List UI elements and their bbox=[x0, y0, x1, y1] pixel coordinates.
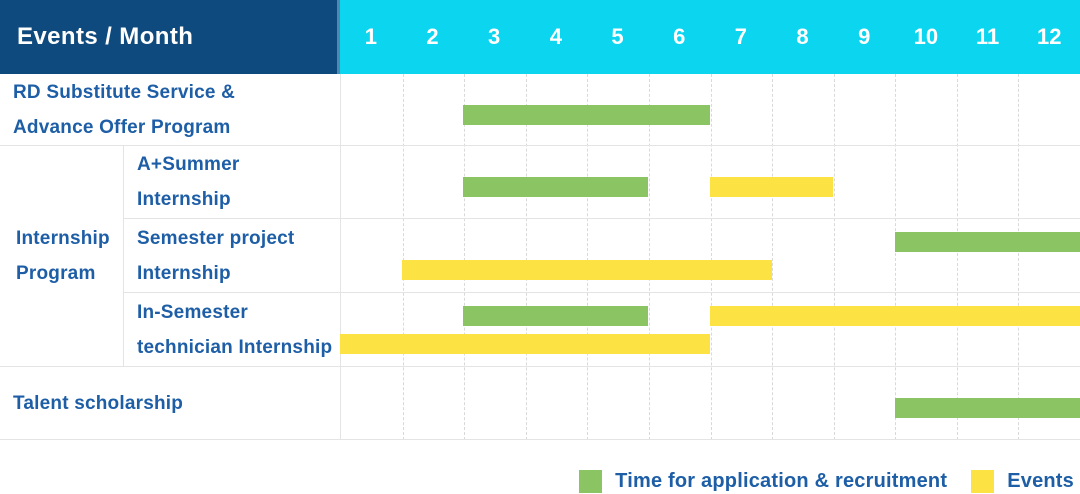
month-header-12: 12 bbox=[1036, 24, 1062, 49]
month-gridline bbox=[648, 74, 650, 440]
legend-label-application: Time for application & recruitment bbox=[615, 469, 948, 492]
row-label-line: Advance Offer Program bbox=[13, 116, 231, 138]
legend-label-events: Events bbox=[1007, 469, 1074, 492]
gantt-bar-event bbox=[710, 177, 834, 197]
gantt-table: Events / Month 1 2 3 4 5 6 7 8 9 10 11 12 RD Substi… bbox=[0, 0, 1080, 440]
gantt-bar-application bbox=[895, 232, 1080, 252]
group-label-line: Internship bbox=[16, 228, 110, 249]
month-gridline bbox=[587, 74, 589, 440]
month-header-1: 1 bbox=[364, 24, 377, 49]
legend-item-events: Events bbox=[971, 469, 1074, 493]
row-label-line: Internship bbox=[137, 189, 231, 210]
gantt-bar-application bbox=[463, 105, 710, 125]
row-label-line: technician Internship bbox=[137, 336, 333, 358]
month-gridlines bbox=[340, 74, 1080, 440]
row-label-line: A+Summer bbox=[137, 154, 240, 175]
group-label-line: Program bbox=[16, 263, 96, 284]
row-label-talent-scholarship: Talent scholarship bbox=[0, 367, 340, 440]
table-header-events-month: Events / Month bbox=[0, 0, 340, 74]
month-gridline bbox=[895, 74, 897, 440]
gantt-row-bars bbox=[340, 146, 1080, 219]
legend-swatch-green-icon bbox=[579, 469, 603, 493]
month-gridline bbox=[402, 74, 404, 440]
legend-swatch-yellow-icon bbox=[971, 469, 995, 493]
gantt-bar-application bbox=[463, 177, 649, 197]
month-header-6: 6 bbox=[673, 24, 686, 49]
month-header-11: 11 bbox=[975, 24, 1000, 49]
gantt-row-bars bbox=[340, 74, 1080, 146]
gantt-bar-event bbox=[710, 306, 1080, 326]
month-header-7: 7 bbox=[734, 24, 747, 49]
month-header-10: 10 bbox=[913, 24, 939, 49]
row-label-rd-substitute: RD Substitute Service & Advance Offer Pr… bbox=[0, 74, 340, 146]
month-gridline bbox=[525, 74, 527, 440]
month-gridline bbox=[710, 74, 712, 440]
month-gridline bbox=[1018, 74, 1020, 440]
month-gridline bbox=[833, 74, 835, 440]
month-header-3: 3 bbox=[488, 24, 501, 49]
gantt-row-bars bbox=[340, 367, 1080, 440]
month-header-5: 5 bbox=[611, 24, 624, 49]
month-header-8: 8 bbox=[796, 24, 809, 49]
row-label-semester-project: Semester project Internship bbox=[124, 219, 340, 293]
legend-item-application: Time for application & recruitment bbox=[579, 469, 948, 493]
row-label-line: Semester project bbox=[137, 227, 295, 249]
month-header-row: 1 2 3 4 5 6 7 8 9 10 11 12 bbox=[340, 0, 1080, 74]
month-header-9: 9 bbox=[858, 24, 871, 49]
month-gridline bbox=[956, 74, 958, 440]
month-gridline bbox=[464, 74, 466, 440]
row-label-line: RD Substitute Service & bbox=[13, 81, 236, 103]
month-header-4: 4 bbox=[549, 24, 562, 49]
row-label-line: Internship bbox=[137, 262, 231, 284]
gantt-bar-event bbox=[340, 334, 710, 354]
gantt-row-bars bbox=[340, 219, 1080, 293]
header-corner-label: Events / Month bbox=[17, 23, 194, 50]
month-header-2: 2 bbox=[426, 24, 439, 49]
group-label-internship-program: Internship Program bbox=[0, 146, 124, 367]
row-label-a-plus-summer: A+Summer Internship bbox=[124, 146, 340, 219]
month-gridline bbox=[772, 74, 774, 440]
gantt-bar-application bbox=[895, 398, 1080, 418]
row-label-in-semester-technician: In-Semester technician Internship bbox=[124, 293, 340, 367]
legend: Time for application & recruitment Event… bbox=[0, 440, 1080, 494]
row-label-line: In-Semester bbox=[137, 301, 248, 323]
gantt-row-bars bbox=[340, 293, 1080, 367]
gantt-bar-event bbox=[401, 260, 772, 280]
gantt-bar-application bbox=[463, 306, 649, 326]
row-label-line: Talent scholarship bbox=[13, 392, 184, 414]
